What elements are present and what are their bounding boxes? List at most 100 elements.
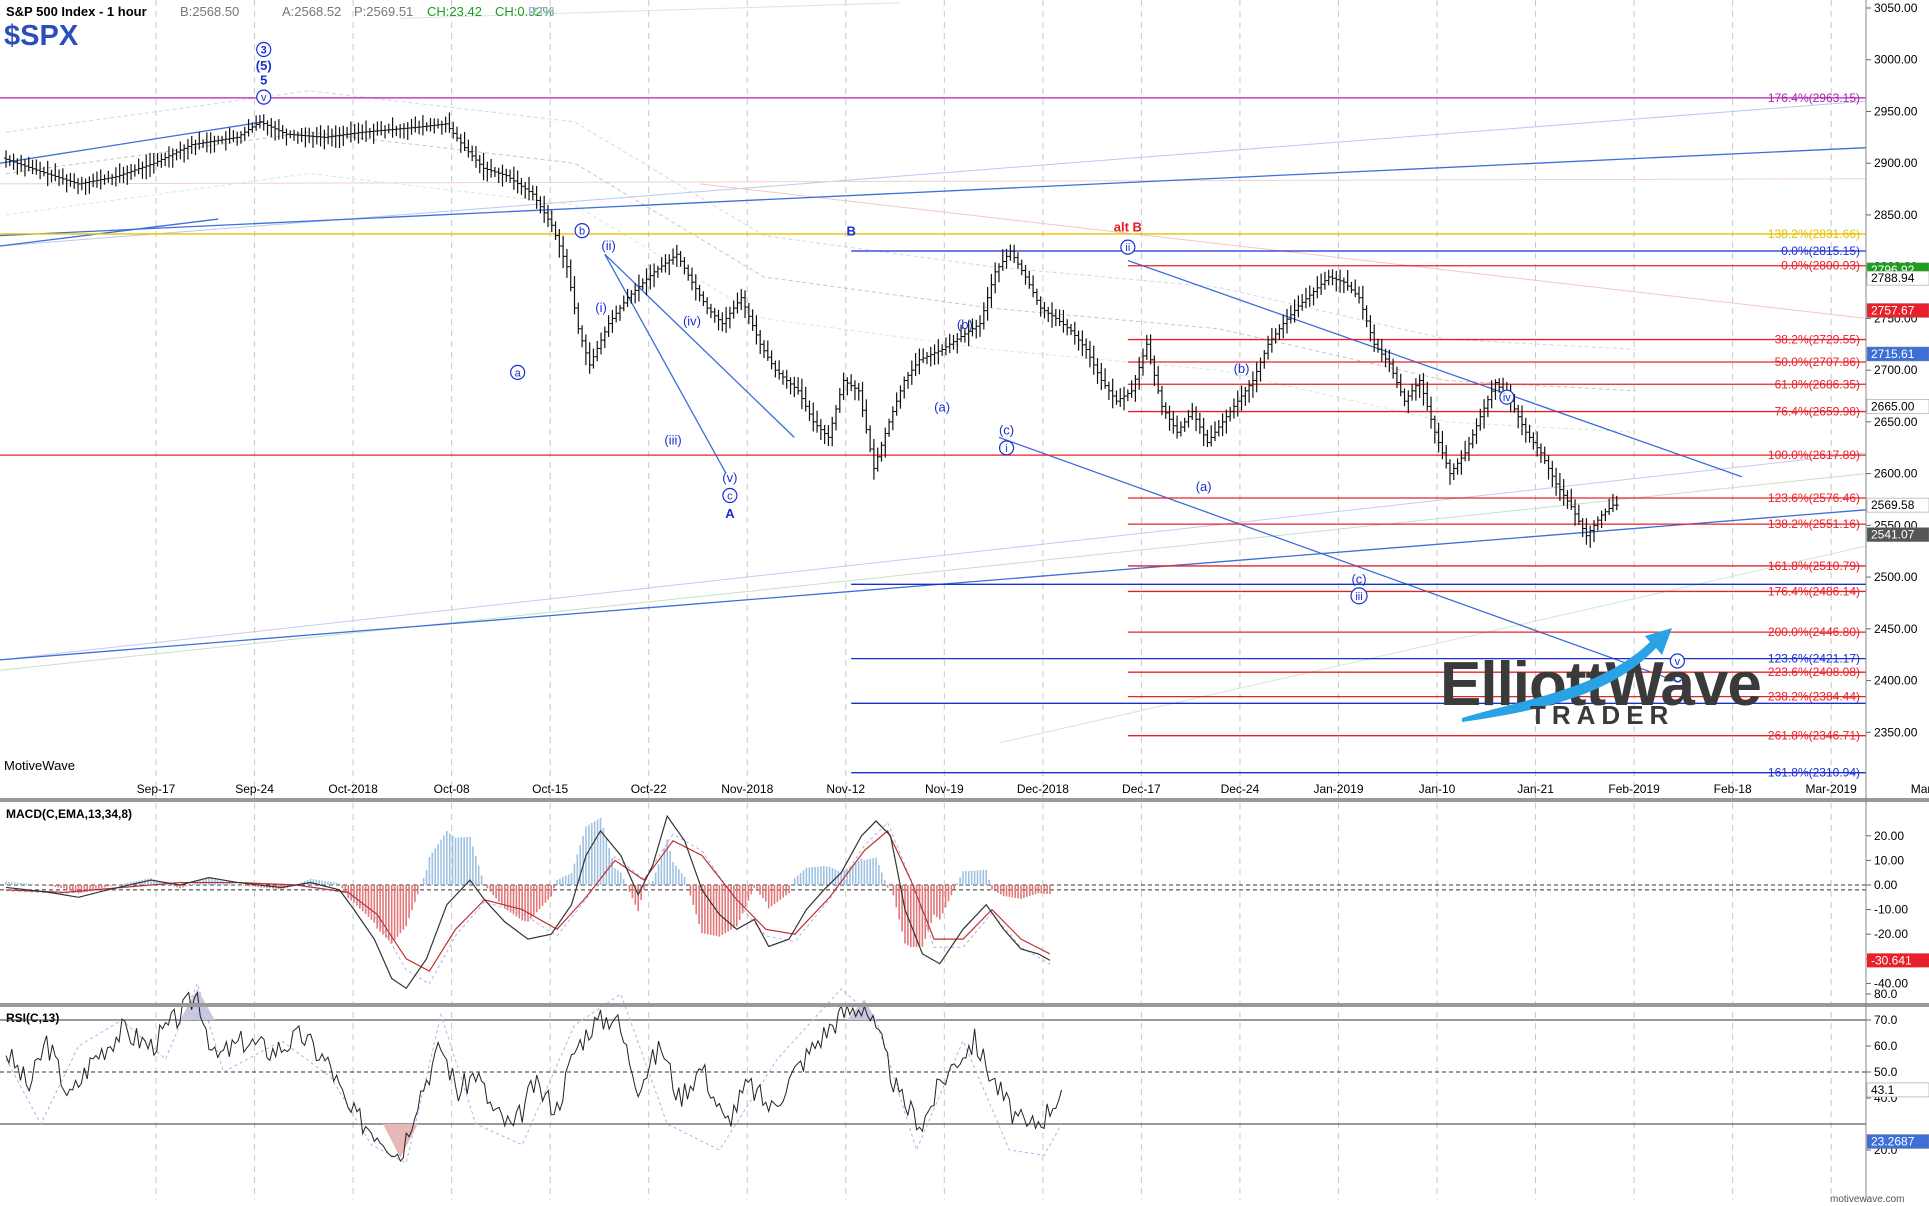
x-tick-label: Jan-21 (1517, 782, 1554, 796)
macd-panel[interactable]: MACD(C,EMA,13,34,8) (0, 807, 1866, 990)
x-tick-label: Oct-2018 (328, 782, 378, 796)
wave-label: iii (1355, 591, 1362, 603)
channel-line (399, 2, 901, 19)
x-tick-label: Feb-18 (1714, 782, 1752, 796)
y-tick-label: 2850.00 (1874, 208, 1918, 222)
wave-label: C (1673, 671, 1683, 686)
rsi-tag-label: 23.2687 (1871, 1135, 1915, 1149)
y-tick-label: 2950.00 (1874, 104, 1918, 118)
wave-label: (b) (957, 317, 973, 332)
x-tick-label: Sep-17 (137, 782, 176, 796)
trendline (0, 218, 219, 247)
rsi-oversold-fill (383, 1124, 418, 1158)
macd-y-tick-label: -10.00 (1874, 903, 1908, 917)
fib-level-label: 138.2%(2551.16) (1768, 517, 1860, 531)
wave-label: iv (1503, 392, 1511, 404)
fib-level-label: 38.2%(2729.55) (1775, 333, 1860, 347)
channel-line (0, 452, 1867, 661)
trendline (604, 253, 795, 438)
macd-y-tick-label: -20.00 (1874, 927, 1908, 941)
envelope-line (5, 173, 1636, 433)
elliottwave-trader-logo: ElliottWaveTRADER (1440, 628, 1762, 730)
envelope-line (5, 90, 1636, 350)
rsi-title: RSI(C,13) (6, 1011, 59, 1025)
macd-title: MACD(C,EMA,13,34,8) (6, 807, 132, 821)
price-tag (1866, 497, 1929, 513)
y-tick-label: 2400.00 (1874, 674, 1918, 688)
wave-label: v (261, 92, 267, 104)
price-tag-label: 2541.07 (1871, 528, 1915, 542)
change-pct-text: CH:0.92% (495, 4, 555, 19)
wave-label-circle (574, 222, 590, 239)
trendline (0, 147, 1867, 237)
x-tick-label: Mar-2019 (1806, 782, 1858, 796)
wave-label-circle (1669, 653, 1685, 669)
chart-title: S&P 500 Index - 1 hour (6, 4, 147, 19)
price-tag-label: 2665.00 (1871, 399, 1915, 413)
wave-label: (b) (1234, 361, 1250, 376)
x-tick-label: Nov-19 (925, 782, 964, 796)
fib-level-label: 223.6%(2408.08) (1768, 665, 1860, 679)
rsi-panel[interactable]: RSI(C,13) (0, 982, 1866, 1164)
rsi-tag-label: 43.1 (1871, 1083, 1895, 1097)
wave-label: 5 (260, 73, 267, 88)
wave-label-circle (256, 41, 272, 58)
change-text: CH:23.42 (427, 4, 482, 19)
price-tag (1866, 270, 1929, 286)
price-tag (1866, 346, 1929, 362)
y-tick-label: 2450.00 (1874, 622, 1918, 636)
panel-separator (0, 798, 1929, 802)
price-panel[interactable]: 176.4%(2963.15) 138.2%(2831.66) 0.0%(2815.… (0, 2, 1867, 780)
rsi-y-tick-label: 80.0 (1874, 987, 1898, 1001)
rsi-y-tick-label: 50.0 (1874, 1065, 1898, 1079)
price-tag (1866, 527, 1929, 542)
fib-level-label: 123.6%(2421.17) (1768, 652, 1860, 666)
price-tag-label: 2757.67 (1871, 303, 1915, 317)
x-tick-label: Nov-12 (826, 782, 865, 796)
wave-label: 3 (261, 45, 267, 57)
rsi-tag (1866, 1082, 1929, 1098)
platform-text: MotiveWave (4, 758, 75, 773)
x-tick-label: Sep-24 (235, 782, 274, 796)
trendline (998, 436, 1678, 683)
rsi-tag (1866, 1134, 1929, 1149)
logo-text-line2: TRADER (1530, 700, 1674, 730)
x-tick-label: Oct-15 (532, 782, 568, 796)
fib-level-label: 238.2%(2384.44) (1768, 690, 1860, 704)
wave-label: ii (1125, 242, 1130, 254)
y-tick-label: 2900.00 (1874, 156, 1918, 170)
fib-level-label: 0.0%(2815.15) (1781, 244, 1860, 258)
wave-label-circle (1120, 239, 1136, 255)
wave-label: (c) (1351, 571, 1366, 586)
price-text: P:2569.51 (354, 4, 413, 19)
macd-y-tick-label: 10.00 (1874, 853, 1904, 867)
macd-last-tag (1867, 953, 1929, 968)
wave-label-circle (1499, 389, 1515, 405)
channel-line (0, 100, 1867, 247)
wave-label-circle (256, 89, 272, 105)
x-tick-label: Dec-24 (1221, 782, 1260, 796)
wave-label: (5) (256, 58, 272, 73)
wave-label: (c) (999, 422, 1014, 437)
fib-level-label: 100.0%(2617.89) (1768, 448, 1860, 462)
fib-level-label: 200.0%(2446.80) (1768, 625, 1860, 639)
wave-label: c (727, 490, 733, 502)
price-tag (1866, 399, 1929, 414)
wave-label-circle (510, 364, 526, 380)
x-tick-label: Jan-10 (1419, 782, 1456, 796)
wave-label: A (725, 506, 735, 521)
y-tick-label: 3000.00 (1874, 53, 1918, 67)
x-tick-label: Mar-18 (1911, 782, 1929, 796)
trendline (0, 121, 264, 164)
logo-swoosh (1462, 628, 1672, 722)
x-tick-label: Feb-2019 (1608, 782, 1660, 796)
session-text: RTH (528, 4, 554, 19)
wave-label: (i) (595, 300, 607, 315)
fib-level-label: 176.4%(2486.14) (1768, 584, 1860, 598)
channel-line (0, 473, 1867, 671)
fib-level-label: 123.6%(2576.46) (1768, 491, 1860, 505)
wave-label: (iii) (664, 433, 681, 448)
channel-line (999, 545, 1867, 744)
macd-last-label: -30.641 (1871, 953, 1912, 967)
